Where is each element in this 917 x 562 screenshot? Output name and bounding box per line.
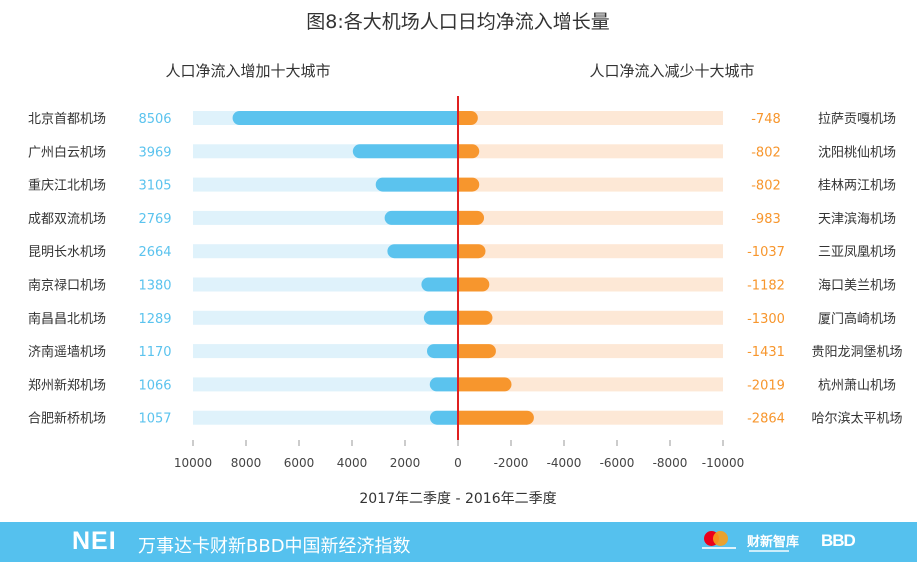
left-category-label: 重庆江北机场 (28, 178, 106, 194)
left-value-label: 2664 (138, 245, 171, 260)
left-value-label: 2769 (138, 212, 171, 227)
left-category-label: 北京首都机场 (28, 112, 106, 127)
left-bar-track (193, 344, 458, 359)
x-tick-label: -4000 (547, 456, 582, 470)
right-value-label: -1182 (747, 279, 785, 294)
x-tick-label: -2000 (494, 456, 529, 470)
x-tick-label: -8000 (653, 456, 688, 470)
left-bar-track (193, 310, 458, 325)
left-subtitle: 人口净流入增加十大城市 (165, 62, 330, 80)
right-category-label: 天津滨海机场 (818, 211, 896, 227)
left-bar (384, 210, 458, 225)
x-tick-label: -6000 (600, 456, 635, 470)
left-value-label: 1057 (138, 412, 171, 427)
right-value-label: -2864 (747, 412, 785, 427)
left-category-label: 广州白云机场 (28, 144, 106, 160)
left-bar (352, 144, 458, 159)
right-category-label: 厦门高崎机场 (818, 311, 896, 327)
right-value-label: -1431 (747, 345, 785, 360)
right-bar (458, 144, 480, 159)
right-bar-track (458, 210, 723, 225)
bbd-logo: BBD (821, 531, 856, 550)
left-category-label: 南昌昌北机场 (28, 311, 106, 327)
right-bar (458, 344, 496, 359)
left-value-label: 1289 (138, 312, 171, 327)
caixin-think-tank-logo: 财新智库 (747, 535, 800, 550)
bar-chart: 图8:各大机场人口日均净流入增长量 人口净流入增加十大城市 人口净流入减少十大城… (28, 11, 903, 507)
x-tick-label: 0 (454, 456, 462, 470)
left-category-label: 合肥新桥机场 (28, 411, 106, 427)
left-bar (429, 377, 458, 392)
right-bar-track (458, 277, 723, 292)
x-tick-label: -10000 (702, 456, 745, 470)
left-category-label: 南京禄口机场 (28, 278, 106, 294)
left-value-label: 1380 (138, 279, 171, 294)
left-value-label: 1170 (138, 345, 171, 360)
right-value-label: -748 (751, 112, 781, 127)
left-category-label: 昆明长水机场 (28, 245, 106, 260)
right-bar (458, 244, 486, 259)
left-value-label: 3105 (138, 179, 171, 194)
right-bar-track (458, 111, 723, 125)
left-category-label: 济南遥墙机场 (28, 344, 106, 360)
x-tick-label: 8000 (231, 456, 262, 470)
left-bar (429, 410, 458, 425)
x-axis-label: 2017年二季度 - 2016年二季度 (359, 491, 556, 507)
right-value-label: -802 (751, 145, 781, 160)
right-category-label: 拉萨贡嘎机场 (818, 112, 896, 127)
left-bar-track (193, 377, 458, 392)
right-category-label: 三亚凤凰机场 (818, 245, 896, 260)
mastercard-icon (702, 529, 738, 555)
left-value-label: 1066 (138, 378, 171, 393)
right-bar-track (458, 310, 723, 325)
right-bar (458, 310, 493, 325)
left-value-label: 3969 (138, 145, 171, 160)
nei-logo: NEI (72, 527, 117, 555)
right-value-label: -1037 (747, 245, 785, 260)
left-bar (426, 344, 458, 359)
x-tick-label: 6000 (284, 456, 315, 470)
right-category-label: 杭州萧山机场 (818, 378, 896, 393)
right-value-label: -983 (751, 212, 781, 227)
right-bar-track (458, 177, 723, 192)
right-bar (458, 177, 480, 192)
right-value-label: -1300 (747, 312, 785, 327)
index-name: 万事达卡财新BBD中国新经济指数 (138, 536, 411, 557)
right-subtitle: 人口净流入减少十大城市 (589, 62, 754, 80)
right-category-label: 沈阳桃仙机场 (818, 145, 896, 160)
left-bar-track (193, 410, 458, 425)
right-category-label: 海口美兰机场 (818, 279, 896, 294)
right-bar-track (458, 377, 723, 392)
right-bar-track (458, 244, 723, 259)
right-bar (458, 210, 485, 225)
right-category-label: 贵阳龙洞堡机场 (811, 344, 902, 360)
right-value-label: -802 (751, 179, 781, 194)
left-bar (375, 177, 458, 192)
right-category-label: 哈尔滨太平机场 (811, 411, 902, 427)
left-bar (421, 277, 458, 292)
x-tick-label: 4000 (337, 456, 368, 470)
right-bar (458, 410, 534, 425)
right-bar (458, 277, 490, 292)
right-bar-track (458, 144, 723, 159)
right-value-label: -2019 (747, 378, 785, 393)
right-bar (458, 111, 478, 125)
caixin-logo-underline (749, 550, 789, 552)
left-bar-track (193, 277, 458, 292)
footer-bar: NEI 万事达卡财新BBD中国新经济指数 财新智库 BBD (0, 522, 917, 562)
left-bar (232, 111, 458, 125)
left-bar (387, 244, 458, 259)
left-category-label: 郑州新郑机场 (28, 377, 106, 393)
x-tick-label: 2000 (390, 456, 421, 470)
left-bar (423, 310, 458, 325)
chart-title: 图8:各大机场人口日均净流入增长量 (306, 11, 610, 33)
x-tick-label: 10000 (174, 456, 212, 470)
right-bar (458, 377, 512, 392)
left-category-label: 成都双流机场 (28, 212, 106, 227)
right-category-label: 桂林两江机场 (818, 179, 896, 194)
right-bar-track (458, 344, 723, 359)
left-value-label: 8506 (138, 112, 171, 127)
